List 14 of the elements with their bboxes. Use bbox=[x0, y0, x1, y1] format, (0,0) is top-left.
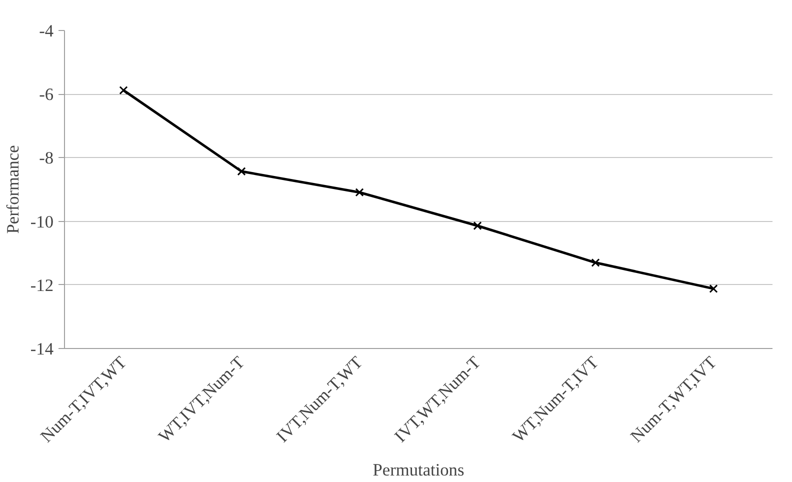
point bbox=[355, 188, 364, 197]
y-tick-label: -4 bbox=[39, 22, 54, 40]
point bbox=[473, 221, 482, 230]
point bbox=[709, 284, 718, 293]
y-tick-label: -6 bbox=[39, 85, 54, 104]
point bbox=[119, 86, 128, 95]
x-axis-title: Permutations bbox=[372, 460, 464, 480]
y-tick-label: -8 bbox=[39, 148, 54, 168]
point bbox=[591, 258, 600, 267]
y-tick-label: -10 bbox=[30, 212, 54, 232]
y-tick-label: -14 bbox=[30, 340, 54, 358]
y-tick-label: -12 bbox=[30, 276, 54, 295]
point bbox=[237, 167, 246, 176]
y-axis-title: Performance bbox=[3, 144, 22, 234]
